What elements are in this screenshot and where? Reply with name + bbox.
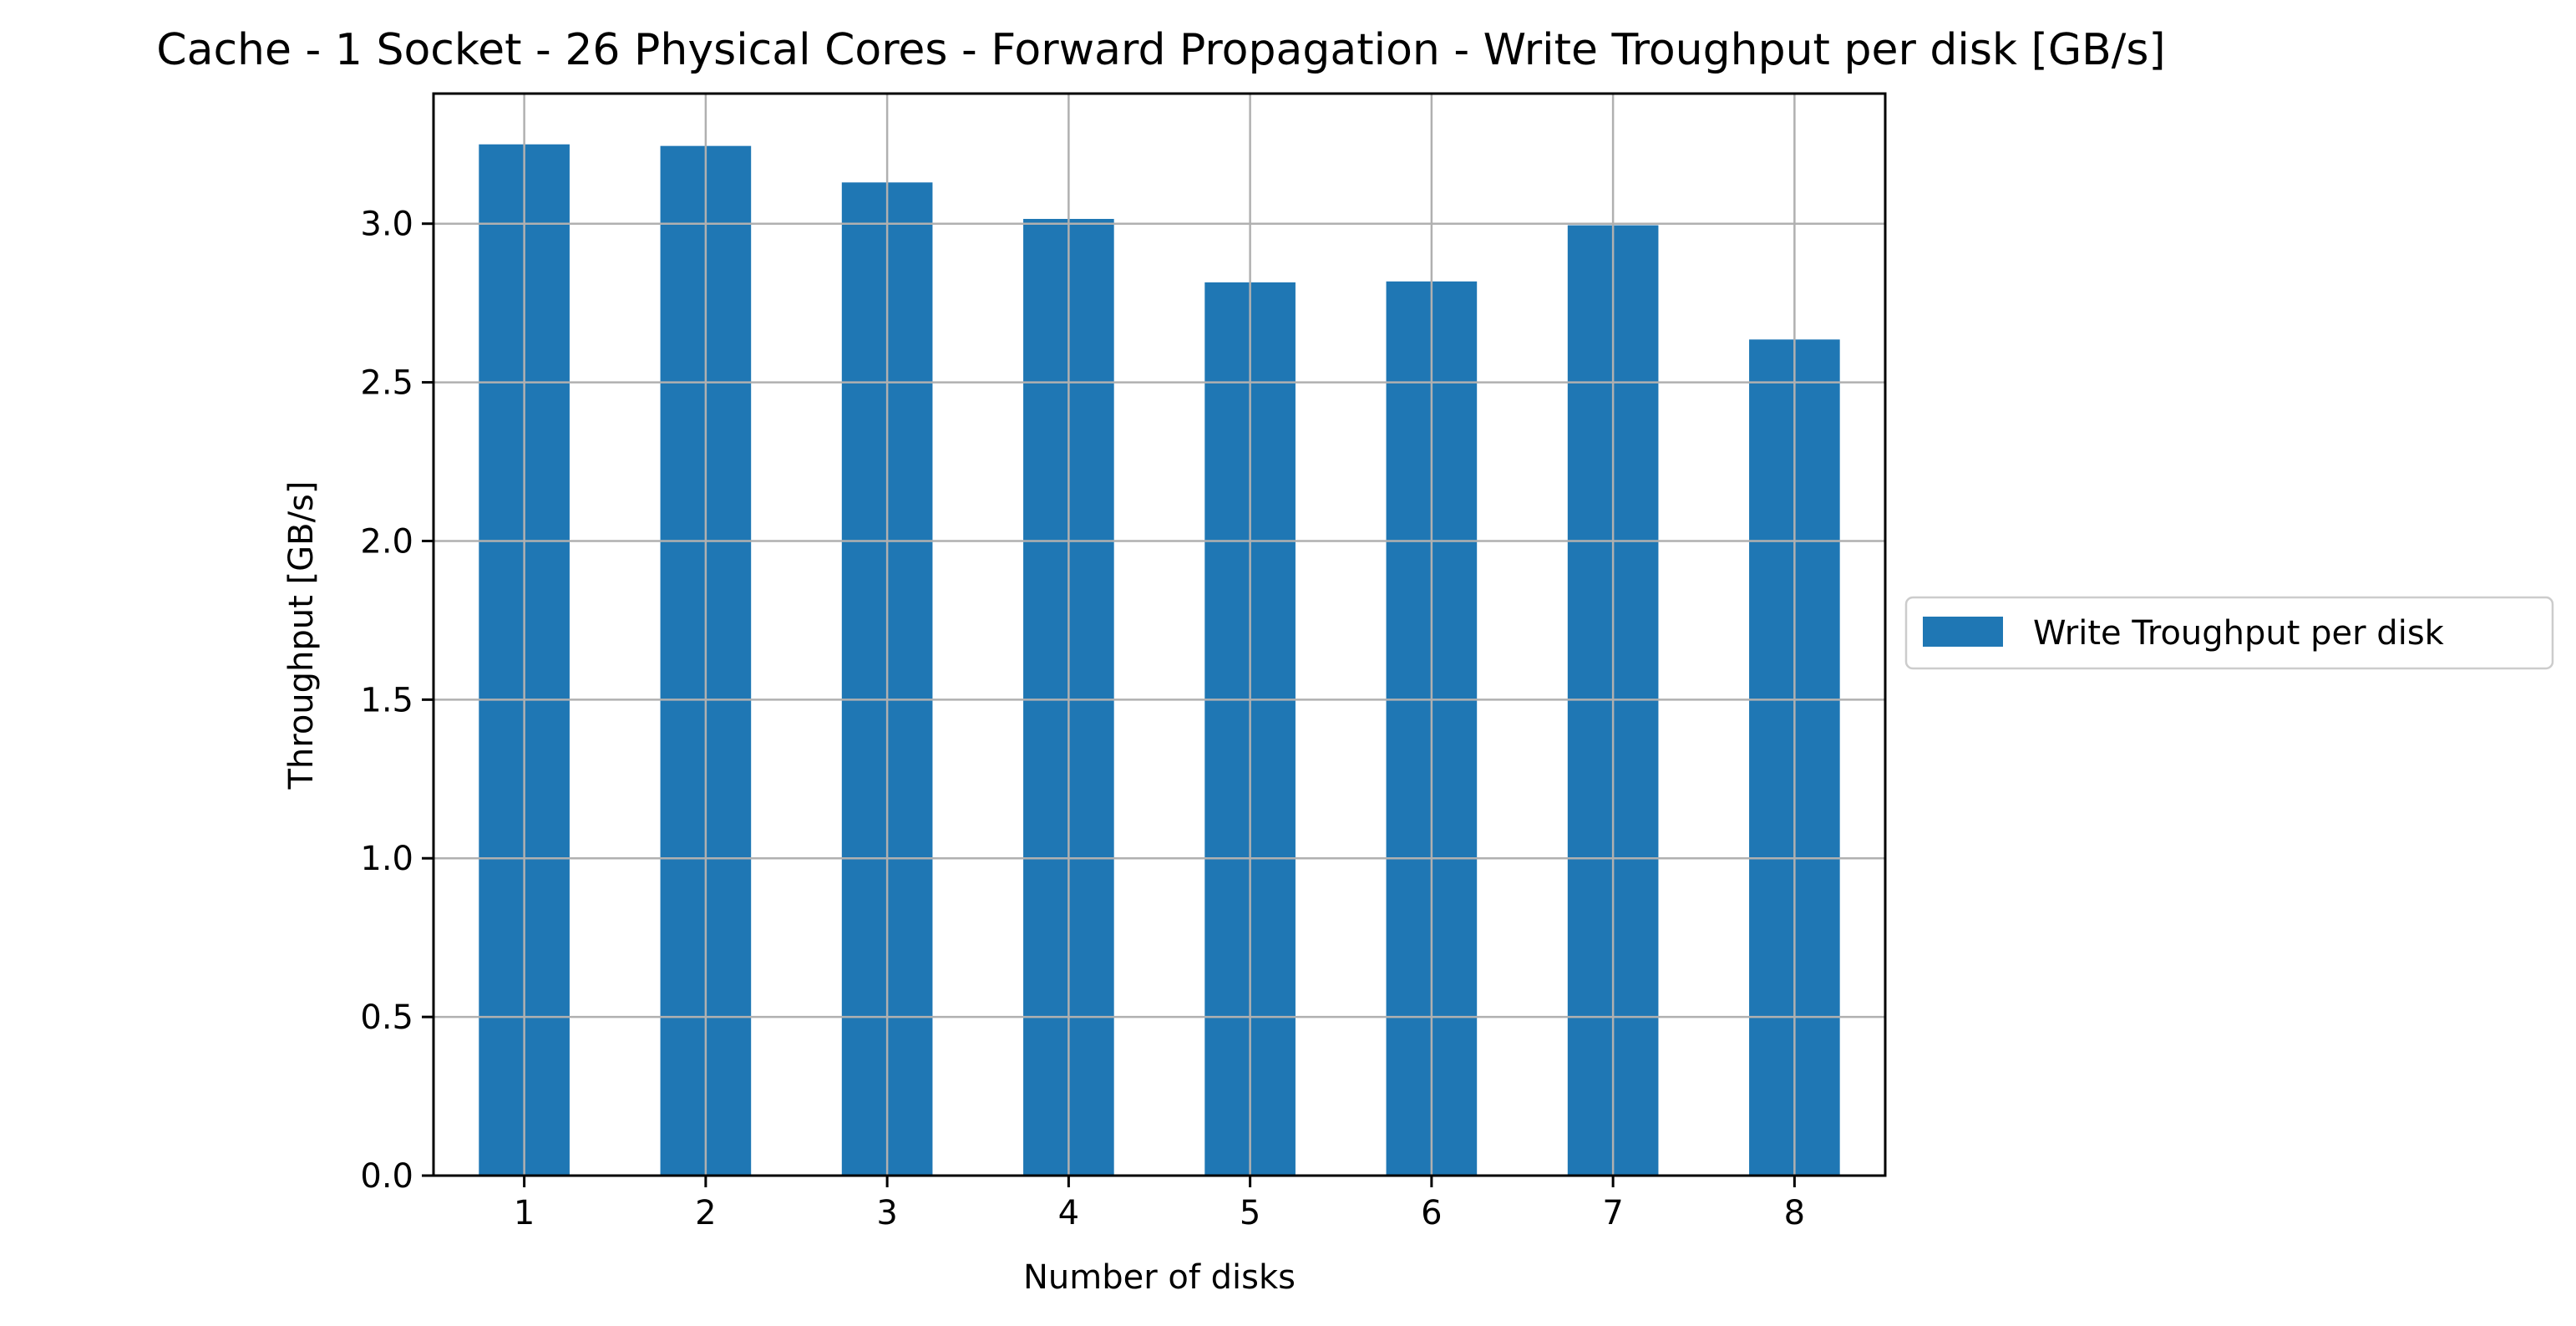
y-tick-label: 1.0: [360, 840, 413, 878]
x-tick-label: 3: [876, 1194, 897, 1232]
x-tick-label: 2: [695, 1194, 716, 1232]
y-tick-label: 1.5: [360, 681, 413, 719]
y-axis-label: Throughput [GB/s]: [282, 480, 321, 790]
x-tick-label: 1: [514, 1194, 535, 1232]
legend-box: [1904, 596, 2554, 670]
y-tick-label: 2.0: [360, 522, 413, 561]
x-axis-label: Number of disks: [1023, 1258, 1296, 1297]
chart-title: Cache - 1 Socket - 26 Physical Cores - F…: [156, 25, 2165, 75]
x-tick-label: 6: [1421, 1194, 1442, 1232]
x-tick-label: 4: [1058, 1194, 1079, 1232]
x-gridlines: [523, 94, 1796, 1176]
y-gridlines: [434, 222, 1885, 1177]
plot-area-frame: [432, 92, 1887, 1177]
legend-label: Write Troughput per disk: [2033, 614, 2445, 653]
y-tick-label: 0.0: [360, 1157, 413, 1196]
y-tick-label: 2.5: [360, 364, 413, 403]
legend-swatch: [1923, 617, 2003, 647]
y-tick-label: 3.0: [360, 206, 413, 244]
legend: Write Troughput per disk: [1904, 596, 2554, 670]
x-tick-label: 7: [1602, 1194, 1623, 1232]
x-axis-ticks: 1 2 3 4 5 6 7 8: [514, 1176, 1805, 1232]
y-axis-ticks: 0.0 0.5 1.0 1.5 2.0 2.5 3.0: [360, 206, 434, 1196]
x-tick-label: 5: [1240, 1194, 1260, 1232]
x-tick-label: 8: [1784, 1194, 1805, 1232]
y-tick-label: 0.5: [360, 998, 413, 1037]
